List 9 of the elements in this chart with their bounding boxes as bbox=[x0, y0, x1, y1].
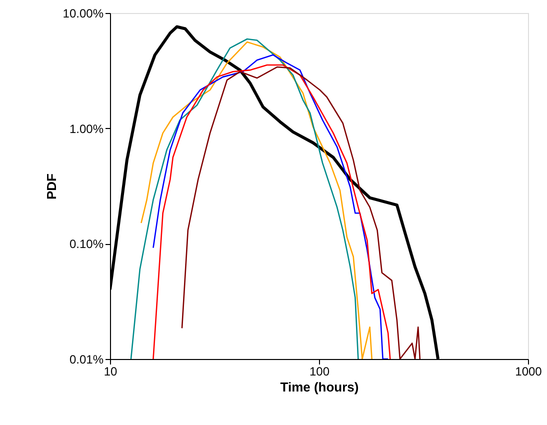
x-tick-label: 1000 bbox=[515, 364, 542, 378]
x-axis-title: Time (hours) bbox=[280, 380, 359, 394]
y-tick-label: 10.00% bbox=[62, 6, 104, 20]
x-tick-label: 10 bbox=[104, 364, 118, 378]
y-axis-title: PDF bbox=[44, 173, 59, 200]
x-tick-label: 100 bbox=[309, 364, 330, 378]
y-tick-label: 0.01% bbox=[69, 352, 104, 366]
y-tick-label: 1.00% bbox=[69, 122, 104, 136]
y-tick-label: 0.10% bbox=[69, 237, 104, 252]
